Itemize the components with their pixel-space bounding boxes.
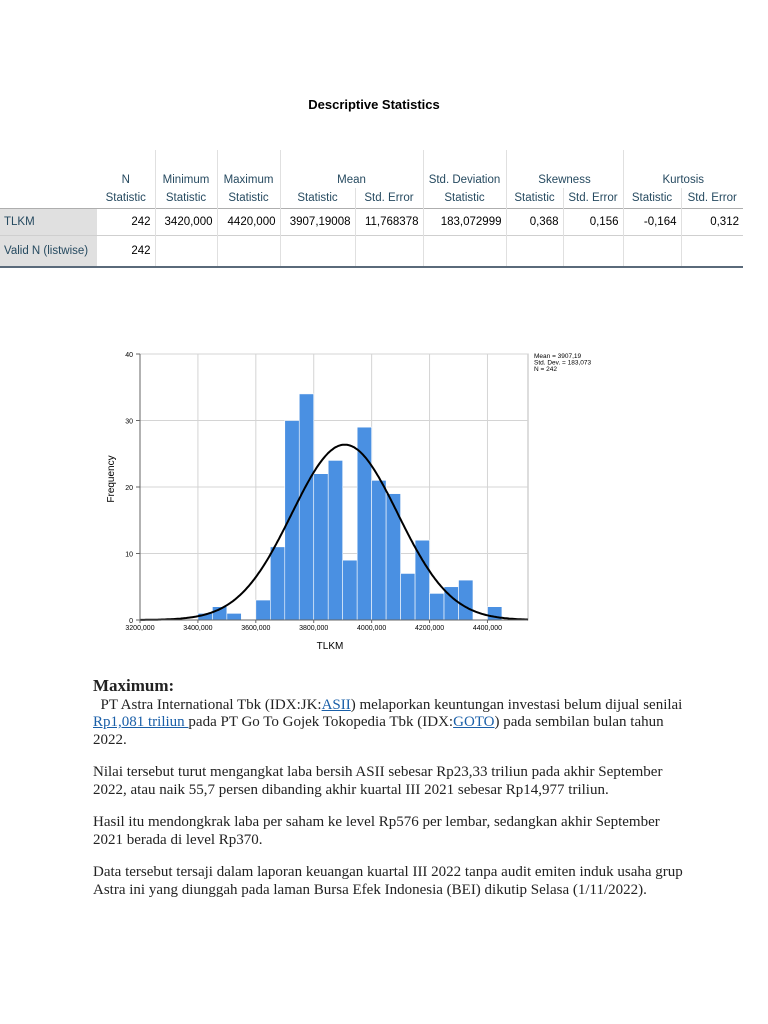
- legend-entry: N = 242: [534, 366, 557, 373]
- x-tick-label: 3400,000: [183, 625, 212, 632]
- subheader-cell: Statistic: [505, 188, 563, 209]
- header-kurtosis: Kurtosis: [622, 150, 743, 188]
- y-tick-label: 0: [129, 618, 133, 625]
- article-paragraph-1: PT Astra International Tbk (IDX:JK:ASII)…: [93, 697, 683, 750]
- table-row: TLKM 242 3420,000 4420,000 3907,19008 11…: [0, 208, 743, 236]
- histogram-bar: [313, 473, 329, 621]
- y-tick-label: 30: [125, 419, 133, 426]
- x-tick-label: 4400,000: [473, 625, 502, 632]
- histogram-bar: [298, 393, 315, 621]
- table-cell: 3907,19008: [279, 208, 355, 236]
- histogram-bar: [371, 480, 387, 621]
- table-row: Valid N (listwise) 242: [0, 235, 743, 268]
- histogram-bar: [458, 579, 474, 621]
- histogram-bar: [284, 420, 300, 621]
- subheader-cell: Statistic: [622, 188, 681, 209]
- subheader-cell: Statistic: [279, 188, 355, 209]
- legend-entry: Std. Dev. = 183,073: [534, 360, 592, 367]
- text-span: ) melaporkan keuntungan investasi belum …: [350, 696, 683, 713]
- header-row-2: Statistic Statistic Statistic Statistic …: [0, 188, 743, 209]
- header-minimum: Minimum: [154, 150, 217, 188]
- table-cell: 0,368: [505, 208, 563, 236]
- histogram-bar: [226, 613, 242, 621]
- table-cell: 3420,000: [154, 208, 217, 236]
- table-cell: 242: [97, 208, 155, 236]
- histogram-bar: [269, 546, 286, 621]
- x-tick-label: 4200,000: [415, 625, 444, 632]
- x-axis-label: TLKM: [317, 641, 344, 652]
- asii-link[interactable]: ASII: [321, 696, 351, 713]
- header-maximum: Maximum: [216, 150, 280, 188]
- article-paragraph-4: Data tersebut tersaji dalam laporan keua…: [93, 864, 683, 898]
- table-cell: 0,312: [680, 208, 743, 236]
- text-span: PT Astra International Tbk (IDX:JK:: [100, 696, 322, 713]
- x-tick-label: 3800,000: [299, 625, 328, 632]
- histogram-bar: [255, 599, 271, 621]
- table-title: Descriptive Statistics: [308, 97, 440, 112]
- rp1081-triliun-link[interactable]: Rp1,081 triliun: [93, 714, 189, 730]
- legend-entry: Mean = 3907,19: [534, 353, 582, 360]
- histogram-bar: [327, 460, 343, 621]
- header-mean: Mean: [279, 150, 423, 188]
- y-tick-label: 10: [125, 552, 133, 559]
- header-skewness: Skewness: [505, 150, 623, 188]
- subheader-cell: Std. Error: [354, 188, 423, 209]
- x-tick-label: 4000,000: [357, 625, 386, 632]
- y-tick-label: 40: [125, 352, 133, 359]
- descriptive-statistics-table: N Minimum Maximum Mean Std. Deviation Sk…: [0, 150, 743, 268]
- histogram-chart: 0 10 20 30 40 3200,000 3400,000 3600,000 3800,00…: [106, 352, 592, 652]
- table-cell: 11,768378: [354, 208, 423, 236]
- header-row-1: N Minimum Maximum Mean Std. Deviation Sk…: [0, 150, 743, 188]
- text-span: ) pada sembilan bulan tahun 2022.: [93, 714, 664, 748]
- histogram-bar: [342, 559, 358, 621]
- x-tick-label: 3200,000: [125, 625, 154, 632]
- y-tick-label: 20: [125, 485, 133, 492]
- x-tick-label: 3600,000: [241, 625, 270, 632]
- text-span: pada PT Go To Gojek Tokopedia Tbk (IDX:: [188, 714, 454, 730]
- subheader-cell: Statistic: [216, 188, 280, 209]
- article: Maximum: PT Astra International Tbk (IDX…: [93, 677, 683, 914]
- subheader-cell: Std. Error: [680, 188, 743, 209]
- histogram-bar: [385, 493, 401, 621]
- row-label: Valid N (listwise): [0, 235, 97, 268]
- table-cell: -0,164: [622, 208, 681, 236]
- subheader-cell: Std. Error: [562, 188, 623, 209]
- y-axis-label: Frequency: [106, 455, 117, 502]
- histogram-bar: [400, 573, 416, 621]
- table-cell: 242: [97, 235, 155, 268]
- article-heading: Maximum:: [93, 676, 175, 695]
- subheader-cell: Statistic: [105, 192, 146, 204]
- table-cell: 183,072999: [422, 208, 506, 236]
- table-cell: 4420,000: [216, 208, 280, 236]
- subheader-cell: Statistic: [422, 188, 506, 209]
- header-n: N: [121, 174, 130, 186]
- header-std-deviation: Std. Deviation: [422, 150, 506, 188]
- normal-curve-line: [140, 443, 529, 621]
- article-paragraph-3: Hasil itu mendongkrak laba per saham ke …: [93, 814, 660, 848]
- article-paragraph-2: Nilai tersebut turut mengangkat laba ber…: [93, 764, 663, 798]
- subheader-cell: Statistic: [154, 188, 217, 209]
- table-cell: 0,156: [562, 208, 623, 236]
- row-label: TLKM: [0, 208, 97, 236]
- goto-link[interactable]: GOTO: [453, 714, 495, 730]
- histogram-bar: [429, 593, 445, 621]
